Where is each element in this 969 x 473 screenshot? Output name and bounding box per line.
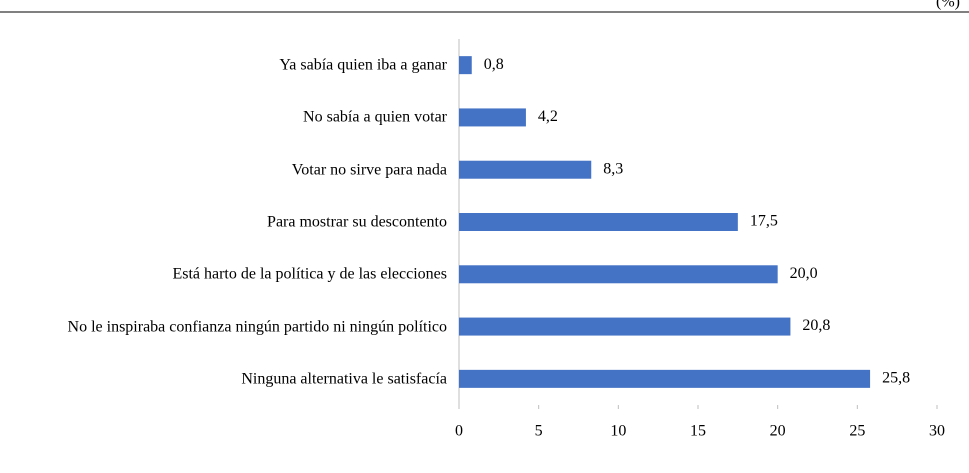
value-label: 8,3	[603, 160, 623, 177]
bar	[459, 265, 778, 284]
x-tick-label: 25	[849, 423, 865, 440]
category-label: Para mostrar su descontento	[267, 213, 447, 231]
x-tick-label: 10	[610, 423, 626, 440]
value-label: 20,0	[790, 265, 818, 282]
bar	[459, 369, 871, 388]
value-label: 4,2	[538, 108, 558, 125]
category-label: Está harto de la política y de las elecc…	[172, 265, 447, 283]
category-label: Ninguna alternativa le satisfacía	[241, 370, 447, 388]
bar	[459, 160, 592, 179]
category-label: No sabía a quien votar	[303, 108, 447, 126]
note: (%)	[936, 0, 960, 11]
x-tick-label: 5	[535, 423, 543, 440]
value-label: 17,5	[750, 213, 778, 230]
bar	[459, 108, 526, 127]
value-label: 25,8	[882, 370, 910, 387]
x-tick-label: 0	[455, 423, 463, 440]
x-tick-label: 30	[929, 423, 945, 440]
bar	[459, 213, 738, 231]
x-tick-label: 20	[770, 423, 786, 440]
category-label: No le inspiraba confianza ningún partido…	[67, 318, 447, 336]
value-label: 0,8	[484, 56, 504, 73]
bar	[459, 56, 472, 75]
bar	[459, 317, 791, 336]
x-tick-label: 15	[690, 423, 706, 440]
category-label: Votar no sirve para nada	[291, 161, 447, 179]
category-label: Ya sabía quien iba a ganar	[279, 56, 447, 74]
value-label: 20,8	[802, 317, 830, 334]
